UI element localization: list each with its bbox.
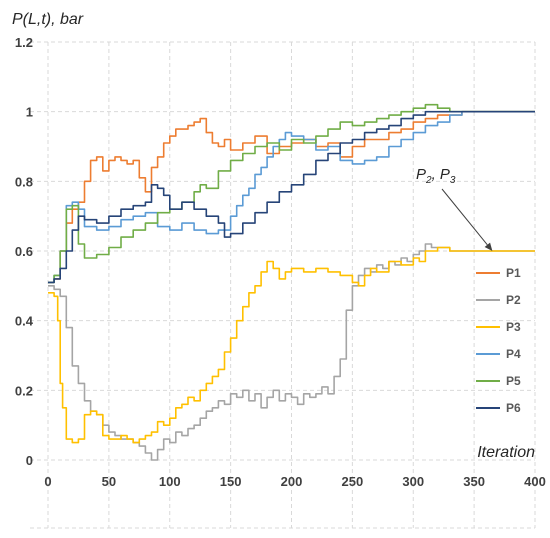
series-line-p5 [48, 103, 535, 284]
legend-label-p2: P2 [506, 293, 521, 307]
legend-label-p6: P6 [506, 401, 521, 415]
grid [30, 41, 536, 529]
y-tick-label-3: 0.6 [15, 244, 33, 259]
y-tick-label-1: 0.2 [15, 383, 33, 398]
x-tick-label-6: 300 [402, 474, 424, 489]
x-tick-label-8: 400 [524, 474, 546, 489]
y-tick-label-4: 0.8 [15, 174, 33, 189]
x-tick-label-3: 150 [220, 474, 242, 489]
legend: P1 P2 P3 P4 P5 P6 [476, 266, 521, 415]
y-tick-label-6: 1.2 [15, 35, 33, 50]
series-line-p3 [48, 246, 535, 444]
series-lines [48, 103, 535, 461]
x-tick-label-7: 350 [463, 474, 485, 489]
x-tick-label-4: 200 [281, 474, 303, 489]
legend-label-p1: P1 [506, 266, 521, 280]
y-tick-label-2: 0.4 [15, 314, 34, 329]
annotation: P2, P3 [416, 166, 493, 251]
legend-label-p5: P5 [506, 374, 521, 388]
series-line-p6 [48, 110, 535, 284]
legend-label-p4: P4 [506, 347, 521, 361]
series-line-p1 [48, 110, 535, 284]
series-line-p2 [48, 243, 535, 461]
series-line-p4 [48, 110, 535, 284]
x-tick-label-1: 50 [102, 474, 116, 489]
tick-labels: 0 50 100 150 200 250 300 350 400 0 0.2 0.4 0.6 0.8 1 1.… [15, 35, 546, 489]
legend-label-p3: P3 [506, 320, 521, 334]
y-tick-label-5: 1 [26, 105, 33, 120]
y-tick-label-0: 0 [26, 453, 33, 468]
annotation-arrow [441, 188, 488, 246]
x-axis-title: Iteration [477, 444, 535, 461]
annotation-arrowhead [484, 242, 493, 251]
annotation-label: P2, P3 [416, 166, 456, 186]
x-tick-label-2: 100 [159, 474, 181, 489]
x-tick-label-5: 250 [342, 474, 364, 489]
x-tick-label-0: 0 [44, 474, 51, 489]
y-axis-title: P(L,t), bar [12, 11, 84, 28]
